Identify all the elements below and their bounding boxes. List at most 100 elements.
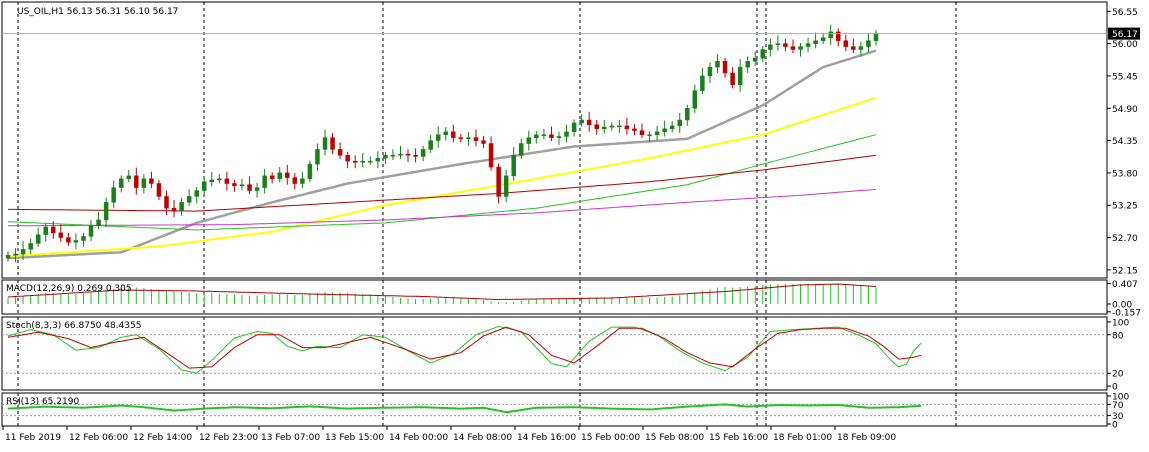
candle-body-77 [586,119,592,125]
stoch-axis-tick-label-0: 100 [1112,318,1129,328]
macd-title: MACD(12,26,9) 0.269 0.305 [6,284,132,294]
time-tick-label-2: 12 Feb 14:00 [133,433,192,443]
time-tick-label-10: 15 Feb 08:00 [645,433,704,443]
candle-body-47 [360,160,365,163]
candle-body-81 [617,125,622,128]
candle-body-68 [519,143,524,156]
candle-body-11 [88,225,94,237]
candle-body-64 [488,143,494,168]
candle-body-43 [330,137,335,150]
stoch-axis-tick-label-1: 80 [1112,331,1124,341]
candle-body-20 [156,183,162,197]
candle-body-23 [179,202,184,212]
candle-body-114 [866,40,871,47]
stoch-main-line [7,325,922,374]
candle-body-94 [715,60,720,68]
time-tick-label-13: 18 Feb 09:00 [837,433,896,443]
candle-body-69 [526,137,532,144]
stoch-axis-tick-label-2: 20 [1112,370,1124,380]
candle-body-35 [269,175,275,180]
candle-body-0 [5,254,11,259]
candle-body-100 [760,49,766,59]
current-price-label: 56.17 [1112,30,1138,40]
price-axis-tick-label-8: 52.15 [1112,266,1138,276]
candle-body-59 [451,131,456,138]
price-axes: 56.55 56.00 55.45 54.90 54.35 53.80 53.25 52.70… [1107,8,1141,431]
candle-body-34 [262,175,267,188]
candle-body-103 [783,43,788,47]
candle-body-16 [126,175,132,180]
candle-body-37 [285,172,290,178]
time-tick-label-12: 18 Feb 01:00 [773,433,832,443]
day-separators [17,2,957,426]
macd-axis-tick-label-0: 0.407 [1112,280,1138,290]
price-axis-tick-label-4: 54.35 [1112,137,1138,147]
moving-average-4 [8,188,877,227]
stoch-signal-line [7,326,922,369]
candle-body-54 [413,155,418,157]
candle-body-107 [813,40,818,44]
candle-body-31 [239,184,245,187]
candle-body-7 [58,232,64,238]
candle-body-96 [730,72,735,86]
candle-body-61 [466,137,471,140]
candle-body-87 [662,128,667,133]
time-tick-label-11: 15 Feb 16:00 [709,433,768,443]
candle-body-36 [277,172,282,180]
time-tick-label-0: 11 Feb 2019 [5,433,61,443]
candle-body-84 [639,130,645,135]
candle-body-89 [677,119,683,127]
candle-body-90 [685,108,690,121]
candle-body-29 [224,178,230,184]
candle-body-63 [481,140,486,144]
stoch-title: Stoch(8,3,3) 66.8750 48.4355 [6,321,141,331]
candle-body-102 [775,43,781,46]
candle-body-42 [322,137,328,150]
stochastic-series [2,325,1107,374]
candle-body-8 [66,237,71,243]
current-price-tag [1108,27,1140,40]
candle-body-112 [851,46,856,50]
candle-body-46 [352,160,358,163]
candle-body-66 [503,175,509,197]
time-tick-label-7: 14 Feb 08:00 [453,433,512,443]
main-panel-frame [1,1,1108,279]
moving-average-3 [8,154,877,212]
candle-body-26 [201,181,207,191]
candle-body-82 [624,125,630,130]
candle-body-70 [534,134,539,138]
moving-averages [7,49,877,260]
moving-average-0 [7,49,877,260]
macd-panel-frame [1,279,1108,315]
candle-body-97 [737,66,743,86]
candle-body-21 [164,196,169,209]
moving-average-1 [7,96,877,258]
price-axis-tick-label-3: 54.90 [1112,105,1138,115]
candle-body-52 [398,153,403,156]
candle-body-105 [798,46,803,50]
candle-body-93 [707,66,713,77]
candle-body-44 [337,149,343,156]
candle-body-60 [458,137,464,140]
candle-body-1 [13,253,18,256]
candle-body-113 [858,46,864,50]
candle-body-55 [420,149,426,157]
macd-axis-tick-label-2: -0.157 [1112,308,1141,318]
rsi-series [2,403,1107,417]
macd-signal-line [7,283,877,301]
candle-body-5 [43,226,48,235]
candle-body-88 [669,125,675,130]
candle-body-51 [390,155,396,157]
candle-body-62 [473,137,479,141]
time-tick-label-8: 14 Feb 16:00 [517,433,576,443]
candle-body-19 [149,178,154,184]
candle-body-32 [247,184,252,191]
candle-body-78 [594,124,599,130]
candle-body-28 [217,178,222,181]
candle-body-24 [186,196,192,203]
candle-body-95 [722,60,728,74]
candle-body-83 [632,128,637,131]
macd-series [7,283,877,304]
